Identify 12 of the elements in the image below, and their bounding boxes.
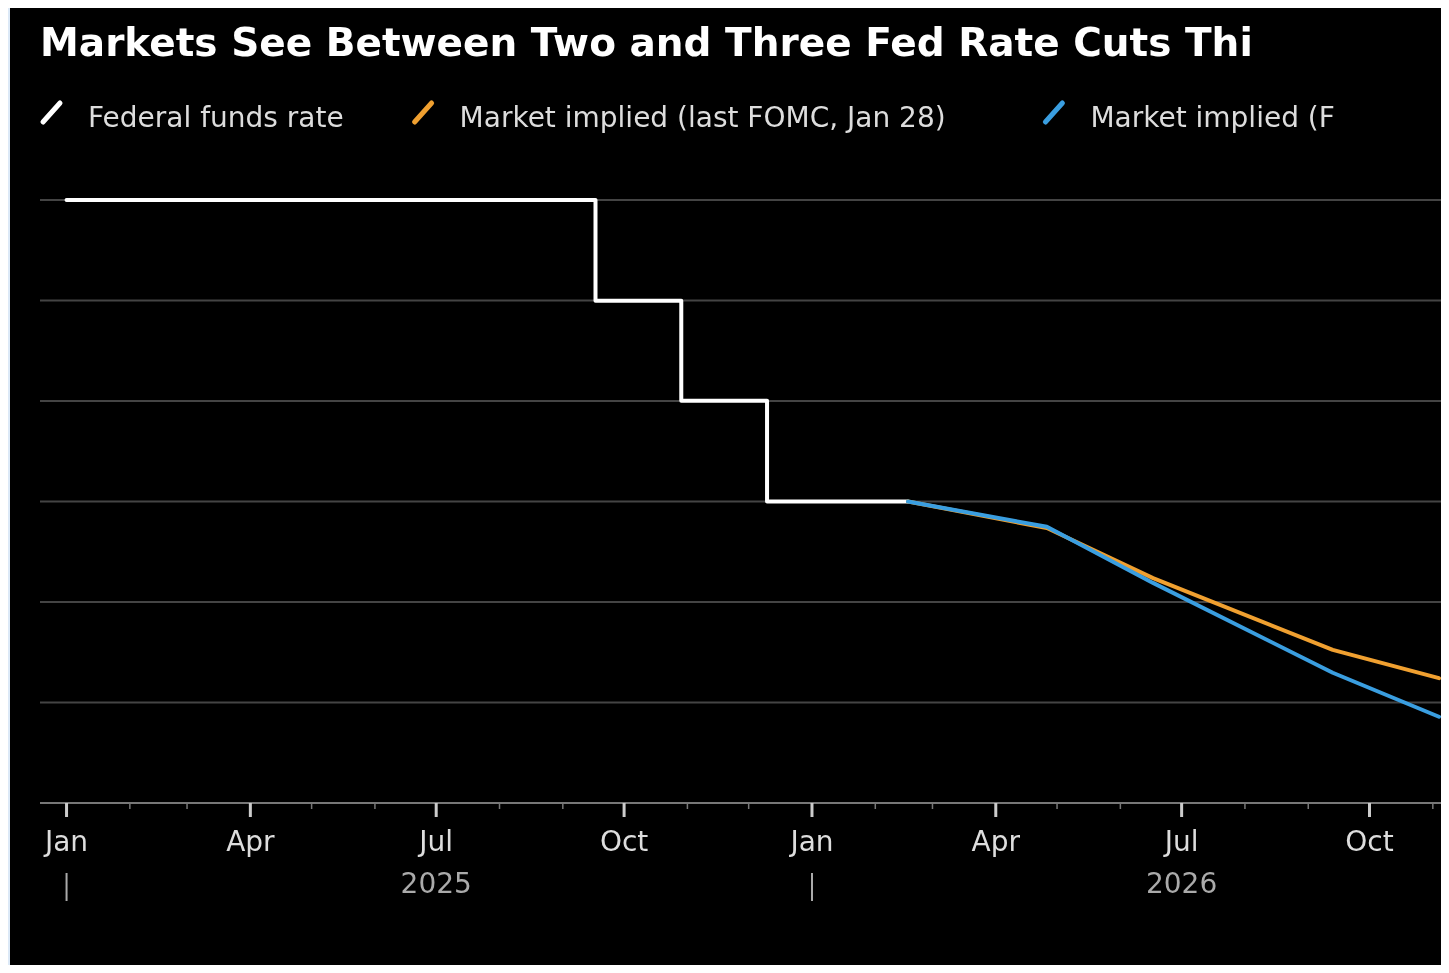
- legend-label: Market implied (F: [1090, 101, 1335, 134]
- chart-title: Markets See Between Two and Three Fed Rate Cuts Thi: [40, 20, 1253, 65]
- x-tick-label: Jan: [788, 825, 834, 858]
- x-tick-label: Apr: [971, 825, 1021, 858]
- x-tick-label: Oct: [1345, 825, 1394, 858]
- x-tick-label: Jul 2025: [400, 825, 472, 900]
- x-tick-label: Jul 2026: [1146, 825, 1218, 900]
- x-tick-label: Oct: [599, 825, 649, 858]
- x-tick-label: Jan: [42, 825, 89, 858]
- legend-label: Market implied (last FOMC, Jan 28): [459, 101, 946, 134]
- legend-label: Federal funds rate: [88, 101, 344, 134]
- x-tick-label: Apr: [226, 825, 276, 858]
